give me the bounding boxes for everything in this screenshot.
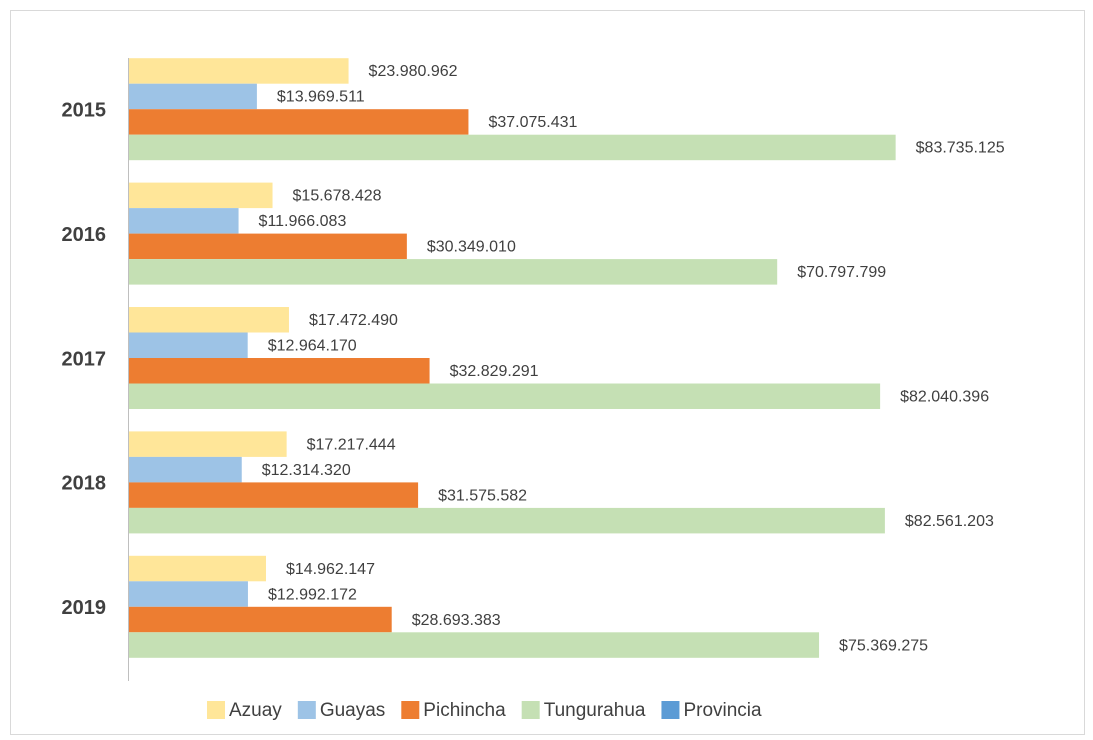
legend-swatch xyxy=(661,701,680,719)
bar xyxy=(129,233,407,260)
bar xyxy=(129,259,778,285)
data-label: $14.962.147 xyxy=(286,561,375,578)
bar xyxy=(129,182,273,209)
legend-label: Provincia xyxy=(683,700,762,721)
data-label: $12.314.320 xyxy=(262,462,351,479)
legend-swatch xyxy=(297,701,316,719)
bar xyxy=(129,83,257,110)
legend-swatch xyxy=(401,701,420,719)
data-label: $83.735.125 xyxy=(916,140,1005,157)
category-label: 2015 xyxy=(62,99,107,121)
data-label: $17.472.490 xyxy=(309,312,398,329)
category-label: 2019 xyxy=(62,597,107,619)
bar xyxy=(129,606,392,633)
bar xyxy=(129,456,242,483)
data-label: $28.693.383 xyxy=(412,612,501,629)
data-label: $15.678.428 xyxy=(293,188,382,205)
data-label: $31.575.582 xyxy=(438,487,527,504)
bar xyxy=(129,482,419,508)
data-label: $37.075.431 xyxy=(488,114,577,131)
data-label: $23.980.962 xyxy=(369,63,458,80)
bar xyxy=(129,632,820,658)
bar xyxy=(129,383,881,409)
category-label: 2016 xyxy=(62,224,107,246)
data-label: $82.561.203 xyxy=(905,513,994,530)
category-label: 2017 xyxy=(62,348,107,370)
bar xyxy=(129,109,469,135)
legend-swatch xyxy=(207,701,225,719)
bar xyxy=(129,555,266,582)
data-label: $70.797.799 xyxy=(797,264,886,281)
legend-swatch xyxy=(521,701,540,719)
data-label: $12.992.172 xyxy=(268,586,357,603)
bar xyxy=(129,507,885,534)
bar xyxy=(129,581,248,607)
bar xyxy=(129,431,287,457)
bar xyxy=(129,208,239,234)
bar xyxy=(129,134,896,161)
data-label: $75.369.275 xyxy=(839,637,928,654)
data-label: $32.829.291 xyxy=(450,363,539,380)
data-label: $11.966.083 xyxy=(259,213,347,230)
bar xyxy=(129,332,248,358)
bar xyxy=(129,58,349,84)
legend-label: Tungurahua xyxy=(544,700,646,721)
bar xyxy=(129,358,430,384)
data-label: $30.349.010 xyxy=(427,239,516,256)
category-label: 2018 xyxy=(62,473,107,495)
data-label: $12.964.170 xyxy=(268,337,357,354)
data-label: $13.969.511 xyxy=(277,89,365,106)
legend-label: Guayas xyxy=(320,700,385,721)
legend-label: Pichincha xyxy=(423,700,506,721)
data-label: $17.217.444 xyxy=(307,436,396,453)
data-label: $82.040.396 xyxy=(900,388,989,405)
legend-label: Azuay xyxy=(229,700,282,721)
bar xyxy=(129,307,289,333)
